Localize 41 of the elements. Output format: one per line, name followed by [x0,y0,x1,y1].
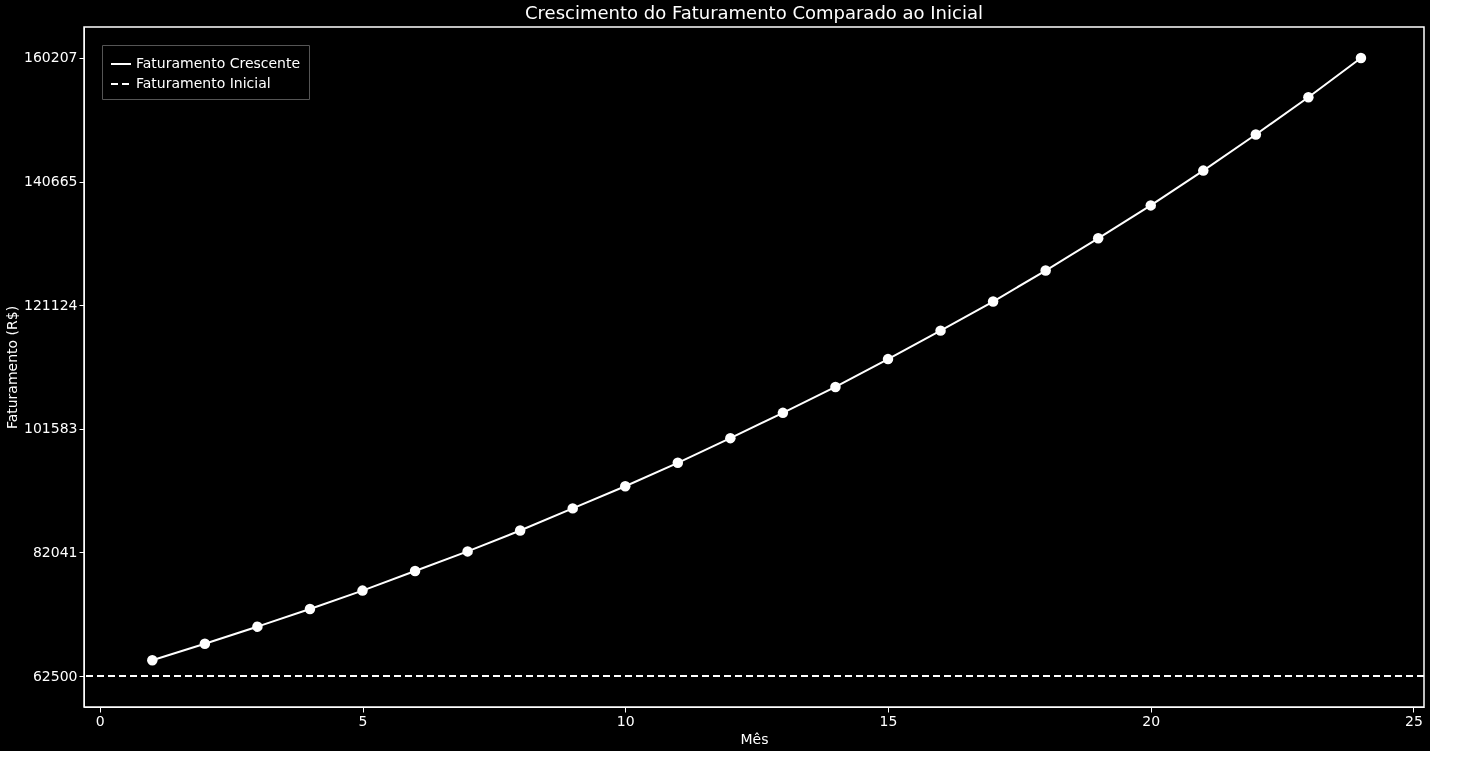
x-tick-label: 25 [1405,712,1423,729]
point [462,546,473,557]
y-tick-label: 62500 [32,667,78,684]
y-axis-title: Faturamento (R$) [4,305,21,430]
point [357,585,368,596]
y-tick-label: 140665 [24,173,78,190]
point [830,381,841,393]
x-tick-label: 15 [879,712,898,729]
x-axis-title: Mês [740,730,769,747]
x-tick-label: 20 [1142,712,1161,729]
point [1250,129,1262,140]
x-tick-label: 0 [95,712,105,729]
point [935,325,946,336]
x-tick-label: 5 [358,712,368,729]
legend-label: Faturamento Inicial [136,75,271,91]
point [199,638,211,649]
point [620,481,631,492]
legend-label: Faturamento Crescente [136,55,301,71]
chart-title: Crescimento do Faturamento Comparado ao Inicial [525,2,983,23]
point [1145,200,1156,211]
point [1040,265,1051,276]
point [1303,91,1314,103]
y-tick-label: 121124 [24,296,78,313]
point [304,603,316,615]
point [882,353,894,365]
y-tick-label: 160207 [24,49,78,66]
point [514,525,526,536]
point [567,503,578,514]
x-tick-label: 10 [616,712,635,729]
point [987,296,999,307]
point [147,654,158,666]
point [725,432,736,444]
point [1092,233,1104,244]
point [252,621,263,632]
point [777,407,789,419]
point [1355,52,1367,64]
y-tick-label: 82041 [32,543,78,560]
point [409,565,421,577]
point [1198,165,1209,176]
point [672,457,684,469]
y-tick-label: 101583 [24,420,78,437]
